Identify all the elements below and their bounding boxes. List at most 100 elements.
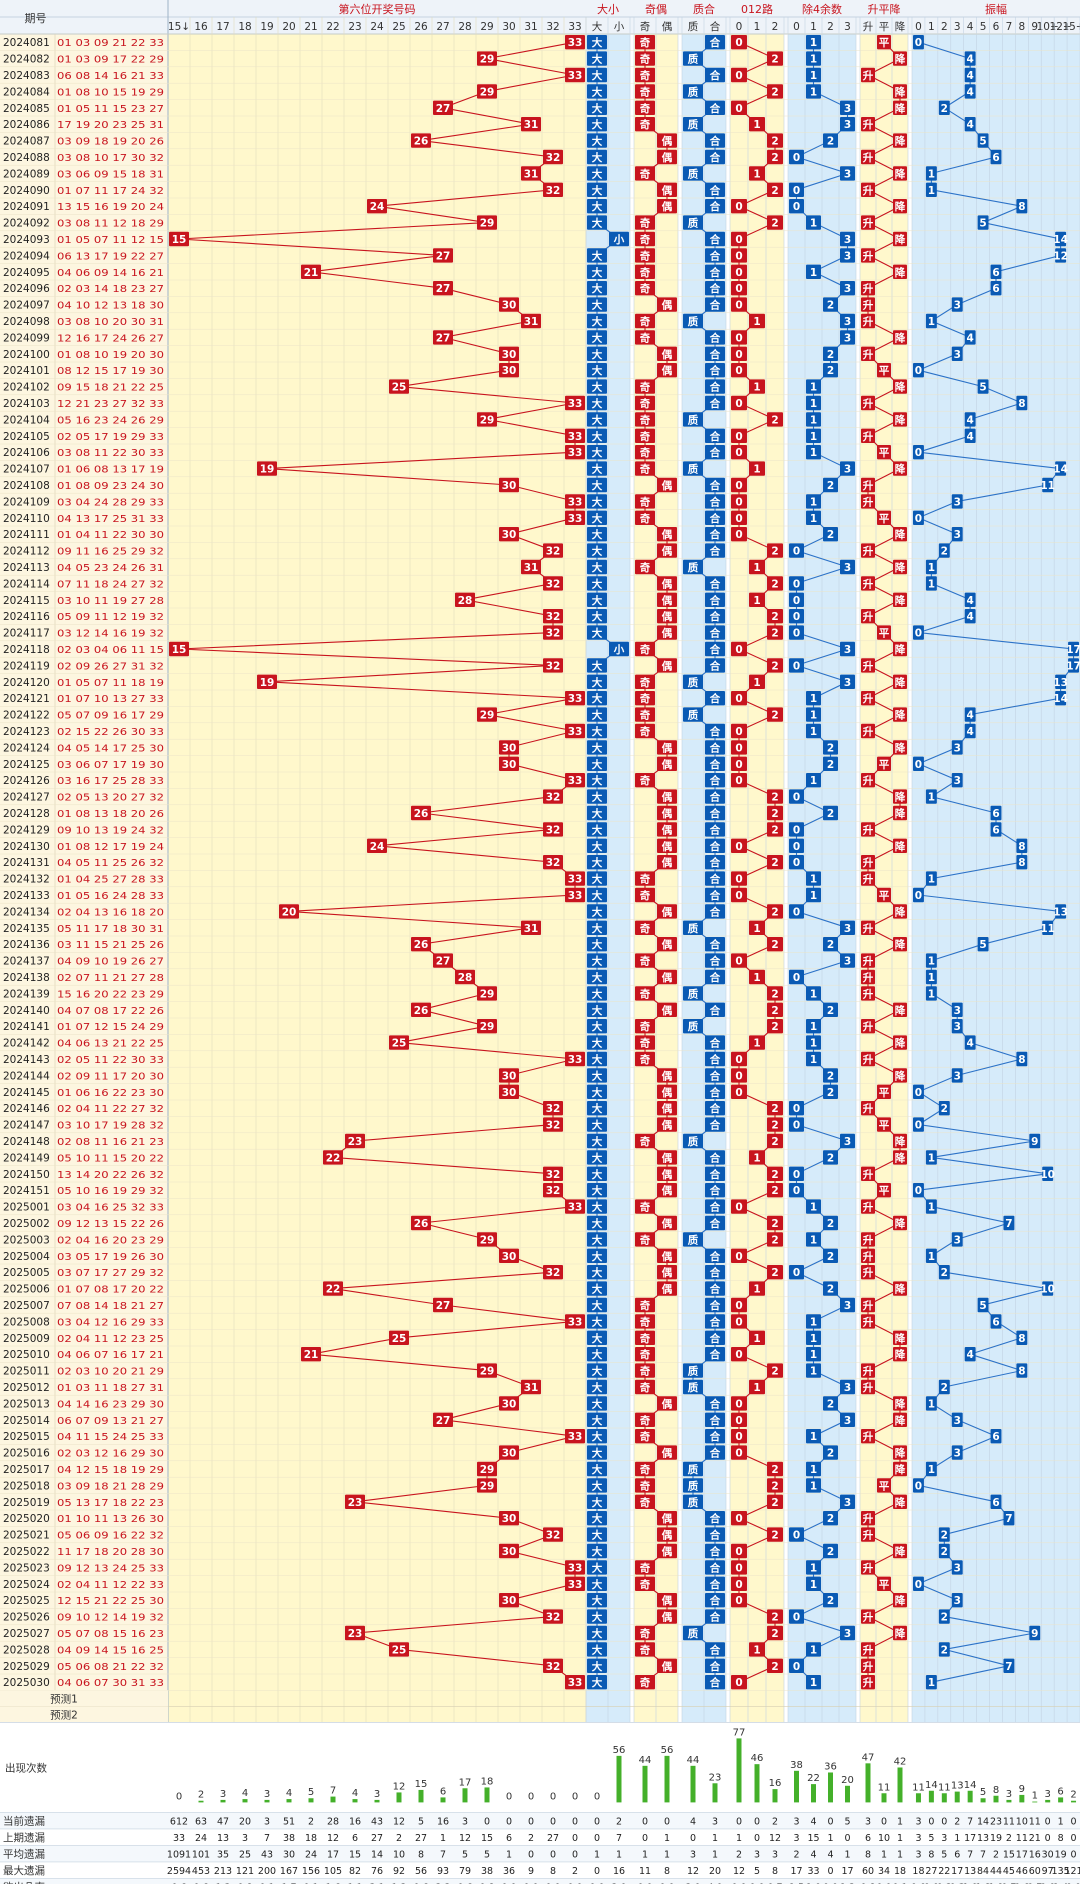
- issue-cell: 2024103: [3, 398, 50, 410]
- appear-value: 56: [613, 1745, 626, 1756]
- road-hit: [731, 346, 747, 361]
- stat-value: 7: [980, 1849, 986, 1860]
- issue-cell: 2024123: [3, 726, 50, 738]
- road-hit-label: 0: [735, 250, 742, 262]
- parity-hit: [657, 1183, 677, 1198]
- road-hit: [731, 67, 747, 83]
- amplitude-hit: [1042, 1281, 1054, 1296]
- trend-hit: [893, 199, 907, 214]
- size-hit: [587, 953, 607, 968]
- parity-hit-label: 奇: [640, 1479, 651, 1492]
- mod4-hit: [823, 1150, 838, 1165]
- trend-hit: [861, 1429, 875, 1444]
- trend-hit-label: 降: [895, 413, 906, 426]
- trend-hit-label: 平: [879, 513, 890, 525]
- road-hit: [767, 658, 783, 673]
- prime-hit-label: 质: [688, 1020, 699, 1033]
- appear-bar: [941, 1793, 947, 1803]
- mod4-hit-label: 3: [844, 562, 851, 574]
- size-hit-label: 大: [592, 823, 603, 836]
- stat-value: 8: [1058, 1833, 1064, 1844]
- prime-hit-label: 合: [709, 348, 721, 361]
- issue-cell: 2024116: [3, 611, 50, 623]
- mod4-hit: [806, 707, 821, 722]
- appear-bar: [954, 1791, 960, 1803]
- amplitude-hit: [938, 100, 950, 115]
- trend-hit: [861, 543, 875, 558]
- size-hit-label: 大: [592, 1643, 603, 1656]
- position-hit-label: 32: [546, 1530, 561, 1542]
- size-hit-label: 大: [592, 807, 603, 820]
- road-hit: [767, 543, 783, 558]
- prime-hit: [705, 494, 725, 509]
- balls-cell: 01 08 10 15 19 29: [57, 87, 164, 98]
- mod4-hit: [823, 1396, 838, 1411]
- balls-cell: 03 09 18 19 20 26: [57, 137, 164, 148]
- prime-hit-label: 合: [709, 1643, 721, 1656]
- position-hit: [477, 986, 497, 1001]
- road-hit: [749, 379, 765, 394]
- prime-hit: [705, 1511, 725, 1526]
- balls-cell: 04 11 15 24 25 33: [57, 1432, 164, 1443]
- trend-hit-label: 降: [895, 1594, 906, 1607]
- parity-hit: [635, 1199, 655, 1214]
- stat-value: 0: [827, 1866, 833, 1877]
- issue-cell: 2024096: [3, 283, 50, 295]
- issue-cell: 2024144: [3, 1070, 50, 1082]
- amplitude-hit-label: 3: [954, 775, 961, 787]
- balls-cell: 02 04 13 16 18 20: [57, 907, 164, 918]
- balls-cell: 04 05 14 17 25 30: [57, 743, 164, 754]
- position-hit: [367, 199, 387, 214]
- size-hit: [587, 1314, 607, 1329]
- parity-hit: [657, 133, 677, 148]
- balls-cell: 09 10 12 14 19 32: [57, 1613, 164, 1624]
- position-hit-label: 31: [524, 119, 539, 131]
- trend-hit: [877, 510, 891, 525]
- size-hit: [587, 691, 607, 706]
- trend-hit: [861, 1101, 875, 1116]
- trend-hit: [893, 133, 907, 148]
- mod4-hit: [789, 609, 804, 624]
- stat-value: 1: [897, 1816, 903, 1827]
- trend-hit: [893, 1625, 907, 1641]
- issue-cell: 2025026: [3, 1612, 50, 1624]
- stat-value: 0.7: [767, 1882, 782, 1884]
- position-hit-label: 32: [546, 185, 561, 197]
- position-hit-label: 29: [480, 1234, 495, 1246]
- road-hit-label: 2: [771, 1005, 778, 1017]
- size-hit-label: 大: [592, 528, 603, 541]
- parity-hit: [635, 953, 655, 968]
- parity-hit: [657, 625, 677, 640]
- stat-row-label: 最大遗漏: [3, 1864, 45, 1877]
- mod4-hit: [789, 1183, 804, 1198]
- appear-value: 0: [528, 1791, 534, 1802]
- parity-hit: [635, 215, 655, 230]
- prime-hit: [705, 330, 725, 345]
- stat-value: 2: [528, 1833, 534, 1844]
- stat-value: 8: [865, 1849, 871, 1860]
- amplitude-hit: [951, 740, 963, 755]
- amplitude-hit-label: 8: [1018, 857, 1025, 869]
- road-hit: [767, 805, 783, 821]
- issue-cell: 2024131: [3, 857, 50, 869]
- stat-value: 11: [1029, 1816, 1041, 1827]
- road-hit-label: 1: [753, 972, 760, 984]
- prime-hit: [705, 1051, 725, 1067]
- position-hit-label: 32: [546, 578, 561, 590]
- prime-subheader: 合: [710, 20, 721, 33]
- amplitude-hit: [977, 133, 989, 148]
- trend-hit: [893, 592, 907, 607]
- prime-hit-label: 质: [688, 922, 699, 935]
- road-hit: [749, 1281, 765, 1296]
- trend-hit: [861, 609, 875, 624]
- trend-hit-label: 升: [863, 315, 874, 328]
- issue-cell: 2025001: [3, 1202, 50, 1214]
- parity-hit-label: 奇: [640, 102, 651, 115]
- size-hit: [587, 1133, 607, 1149]
- balls-cell: 01 07 11 17 24 32: [57, 186, 164, 197]
- issue-cell: 2024127: [3, 792, 50, 804]
- road-hit: [767, 1478, 783, 1493]
- trend-hit-label: 降: [895, 741, 906, 754]
- trend-hit: [893, 527, 907, 542]
- parity-hit: [635, 117, 655, 132]
